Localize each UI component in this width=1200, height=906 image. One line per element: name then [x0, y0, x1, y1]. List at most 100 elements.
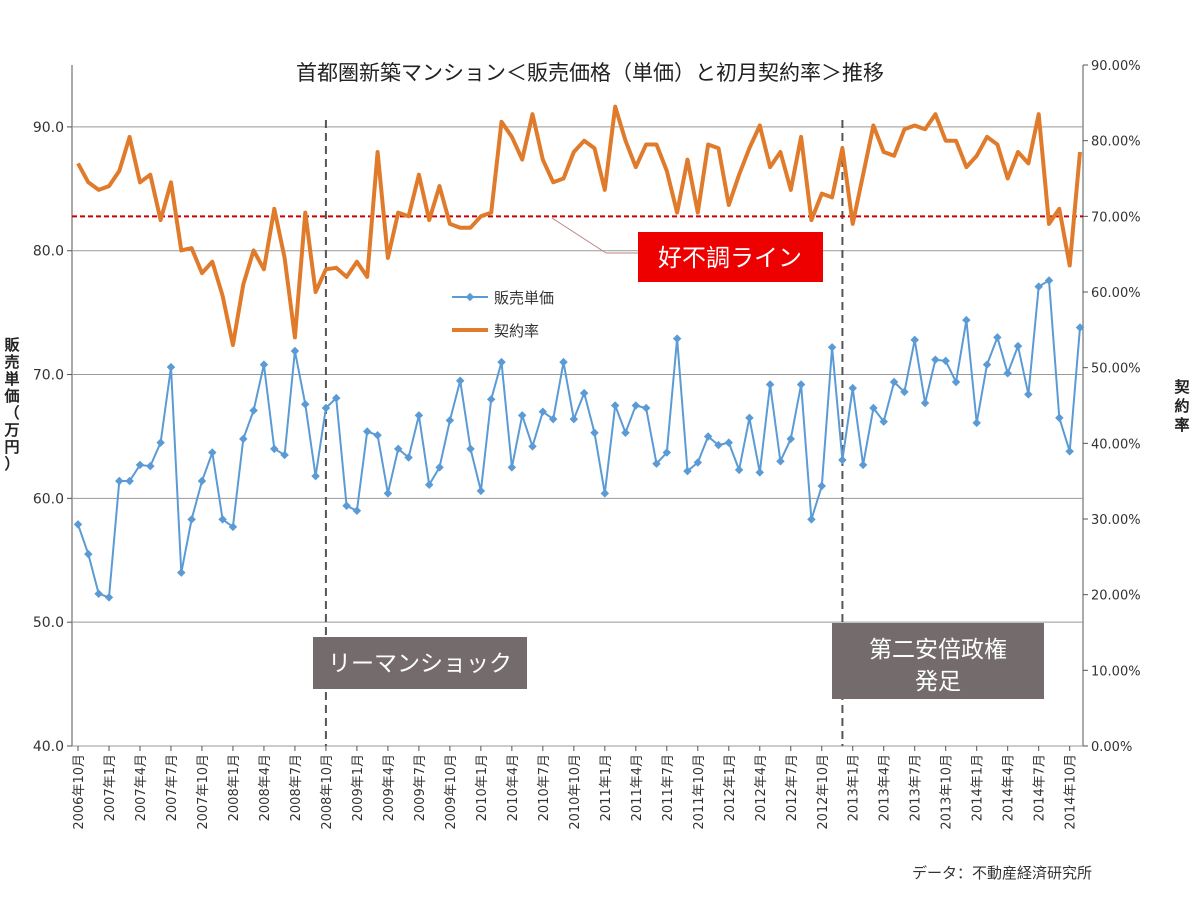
price-point [931, 355, 940, 364]
price-point [84, 549, 93, 559]
price-point [435, 463, 444, 472]
x-tick-label: 2009年4月 [382, 754, 397, 821]
left-tick-label: 50.0 [33, 615, 64, 631]
price-point [445, 416, 455, 425]
right-tick-label: 40.00% [1091, 437, 1141, 452]
right-tick-label: 10.00% [1091, 664, 1141, 679]
price-point [714, 440, 723, 450]
price-point [146, 461, 155, 471]
price-point [858, 460, 868, 470]
price-point [538, 407, 548, 416]
x-tick-label: 2012年1月 [723, 754, 738, 821]
x-tick-label: 2013年7月 [909, 754, 924, 821]
price-point [838, 455, 847, 465]
left-tick-label: 80.0 [33, 244, 64, 260]
price-point [662, 448, 672, 457]
price-point [796, 380, 806, 389]
price-point [486, 395, 496, 404]
chart-title: 首都圏新築マンション＜販売価格（単価）と初月契約率＞推移 [296, 61, 884, 85]
x-tick-label: 2007年4月 [134, 754, 149, 821]
left-tick-label: 60.0 [33, 491, 64, 507]
x-tick-label: 2010年7月 [537, 754, 552, 821]
price-point [311, 471, 320, 481]
price-point [373, 430, 382, 440]
price-point [208, 448, 217, 457]
right-tick-label: 90.00% [1091, 59, 1141, 74]
price-point [424, 480, 434, 489]
x-tick-label: 2007年10月 [196, 754, 211, 830]
left-axis-label-char: 売 [4, 353, 19, 371]
price-point [590, 428, 599, 437]
right-axis-label-char: 契 [1173, 378, 1190, 396]
price-point [579, 388, 589, 398]
price-point [827, 343, 837, 352]
threshold-callout-line [551, 217, 607, 254]
price-point [156, 438, 165, 447]
left-axis-label-char: 価 [3, 387, 19, 405]
price-point [817, 481, 826, 491]
left-axis-label-char: 販 [4, 336, 20, 354]
x-tick-label: 2012年4月 [754, 754, 769, 821]
price-point [249, 406, 258, 415]
price-point [1034, 282, 1043, 291]
price-point [879, 417, 888, 426]
price-point [507, 463, 517, 472]
x-tick-label: 2013年10月 [940, 754, 955, 830]
x-tick-label: 2011年7月 [661, 754, 676, 821]
left-tick-label: 90.0 [33, 120, 64, 136]
source-caption: データ：不動産経済研究所 [911, 864, 1092, 882]
price-point [352, 506, 362, 515]
price-point [115, 476, 124, 486]
legend-price-label: 販売単価 [494, 289, 554, 307]
x-tick-label: 2011年4月 [630, 754, 645, 821]
price-point [951, 377, 961, 387]
price-point [900, 387, 909, 397]
price-point [672, 334, 682, 343]
price-point [1003, 369, 1012, 378]
price-point [1075, 323, 1085, 332]
price-point [683, 466, 692, 476]
legend-rate-label: 契約率 [494, 322, 539, 340]
x-tick-label: 2011年1月 [599, 754, 614, 821]
price-point [280, 450, 289, 460]
x-tick-label: 2007年1月 [103, 754, 118, 821]
price-point [600, 489, 610, 498]
x-tick-label: 2012年10月 [816, 754, 831, 830]
price-point [466, 444, 475, 454]
price-point [941, 356, 950, 366]
x-tick-label: 2008年1月 [227, 754, 242, 821]
x-tick-label: 2007年7月 [165, 754, 180, 821]
price-point [765, 380, 775, 389]
price-point [270, 444, 279, 454]
left-axis-label-char: ） [4, 455, 19, 473]
price-point [104, 593, 114, 602]
price-point [776, 456, 785, 466]
price-point [807, 515, 816, 524]
right-tick-label: 30.00% [1091, 513, 1141, 528]
x-tick-label: 2010年1月 [475, 754, 490, 821]
price-point [393, 444, 403, 454]
price-point [652, 459, 661, 468]
price-point [993, 333, 1002, 342]
threshold-label: 好不調ライン [658, 244, 802, 272]
price-point [972, 418, 981, 428]
price-point [1055, 413, 1064, 423]
price-point [476, 486, 486, 496]
price-point [321, 403, 331, 413]
price-point [94, 589, 103, 598]
right-tick-label: 60.00% [1091, 286, 1141, 301]
price-point [982, 360, 992, 369]
lehman-label: リーマンショック [328, 651, 512, 677]
x-tick-label: 2008年10月 [320, 754, 335, 830]
price-point [734, 465, 744, 475]
x-tick-label: 2008年4月 [258, 754, 273, 821]
x-tick-label: 2014年7月 [1033, 754, 1048, 821]
x-tick-label: 2014年10月 [1064, 754, 1079, 830]
left-axis-label-char: （ [4, 404, 19, 422]
abe-label-line1: 第二安倍政権 [869, 637, 1007, 663]
left-axis-label-char: 円 [4, 438, 19, 456]
price-point [631, 401, 641, 410]
price-point [404, 453, 413, 462]
